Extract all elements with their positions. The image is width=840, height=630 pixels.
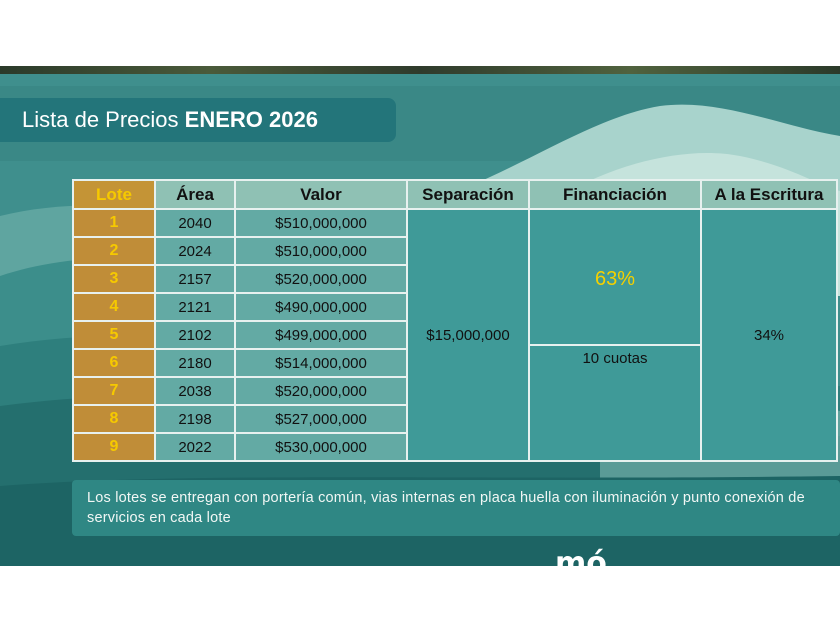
table-row: 1 2040 $510,000,000 $15,000,000 63% 10 c… (72, 208, 838, 462)
table-row: 4 2121 $490,000,000 (72, 292, 837, 322)
delivery-note: Los lotes se entregan con portería común… (72, 480, 840, 536)
table-row: 9 2022 $530,000,000 (72, 432, 837, 462)
lote-cell: 3 (72, 264, 156, 294)
valor-cell: $510,000,000 (234, 208, 408, 238)
financiacion-percent: 63% (530, 212, 700, 346)
area-cell: 2038 (154, 376, 236, 406)
price-table: Lote Área Valor Separación Financiación … (72, 179, 838, 462)
lote-cell: 5 (72, 320, 156, 350)
header-separacion: Separación (406, 179, 530, 210)
valor-cell: $520,000,000 (234, 264, 408, 294)
lote-cell: 4 (72, 292, 156, 322)
header-financiacion: Financiación (528, 179, 702, 210)
table-row: 3 2157 $520,000,000 (72, 264, 837, 294)
valor-cell: $499,000,000 (234, 320, 408, 350)
area-cell: 2180 (154, 348, 236, 378)
valor-cell: $520,000,000 (234, 376, 408, 406)
separacion-cell: $15,000,000 (406, 208, 530, 462)
area-cell: 2102 (154, 320, 236, 350)
table-row: 6 2180 $514,000,000 (72, 348, 837, 378)
table-row: 2 2024 $510,000,000 (72, 236, 837, 266)
lote-cell: 9 (72, 432, 156, 462)
title-prefix: Lista de Precios (22, 107, 179, 132)
area-cell: 2157 (154, 264, 236, 294)
escritura-cell: 34% (700, 208, 838, 462)
valor-cell: $514,000,000 (234, 348, 408, 378)
title-month: ENERO 2026 (184, 107, 318, 132)
table-row: 7 2038 $520,000,000 (72, 376, 837, 406)
valor-cell: $527,000,000 (234, 404, 408, 434)
lote-cell: 6 (72, 348, 156, 378)
lote-cell: 2 (72, 236, 156, 266)
table-header-row: Lote Área Valor Separación Financiación … (72, 179, 838, 210)
lote-cell: 8 (72, 404, 156, 434)
header-area: Área (154, 179, 236, 210)
valor-cell: $510,000,000 (234, 236, 408, 266)
header-escritura: A la Escritura (700, 179, 838, 210)
price-list-slide: Lista de Precios ENERO 2026 Lote Área Va… (0, 66, 840, 566)
header-valor: Valor (234, 179, 408, 210)
area-cell: 2040 (154, 208, 236, 238)
top-photo-strip (0, 66, 840, 74)
table-row: 5 2102 $499,000,000 (72, 320, 837, 350)
area-cell: 2024 (154, 236, 236, 266)
financiacion-cuotas: 10 cuotas (582, 350, 648, 367)
table-row: 8 2198 $527,000,000 (72, 404, 837, 434)
header-lote: Lote (72, 179, 156, 210)
area-cell: 2022 (154, 432, 236, 462)
lote-cell: 7 (72, 376, 156, 406)
valor-cell: $490,000,000 (234, 292, 408, 322)
lote-cell: 1 (72, 208, 156, 238)
brand-logo: mó (555, 546, 607, 566)
valor-cell: $530,000,000 (234, 432, 408, 462)
page-title: Lista de Precios ENERO 2026 (0, 98, 396, 142)
financiacion-cell: 63% 10 cuotas (528, 208, 702, 462)
area-cell: 2121 (154, 292, 236, 322)
area-cell: 2198 (154, 404, 236, 434)
